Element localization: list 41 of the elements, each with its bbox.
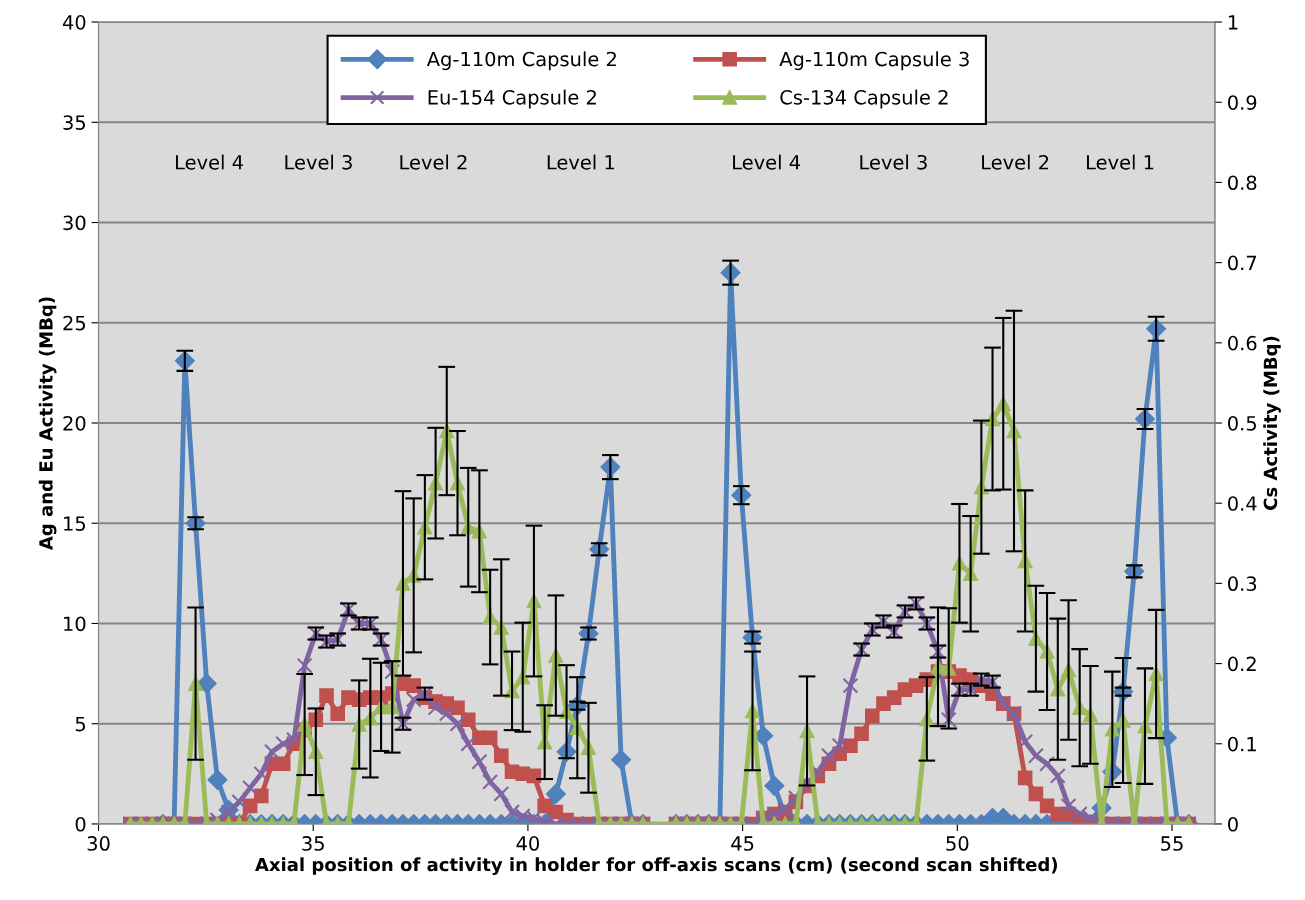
x-tick-label: 55	[1161, 836, 1183, 851]
y2-tick-label: 1	[1228, 15, 1238, 30]
y-axis-title: Ag and Eu Activity (MBq)	[38, 297, 57, 551]
annotation: Level 3	[860, 154, 927, 170]
y2-axis-title: Cs Activity (MBq)	[1263, 336, 1281, 510]
legend-label: Eu-154 Capsule 2	[428, 89, 596, 109]
legend-label: Ag-110m Capsule 2	[426, 51, 616, 71]
y-tick-label: 25	[63, 315, 86, 331]
annotation: Level 4	[176, 154, 243, 170]
y2-tick-label: 0.9	[1228, 95, 1257, 110]
y2-tick-label: 0.8	[1228, 175, 1257, 191]
y-tick-label: 10	[64, 616, 86, 632]
x-tick-label: 30	[87, 836, 110, 851]
x-tick-label: 45	[731, 836, 754, 851]
y-tick-label: 5	[75, 716, 86, 732]
y2-tick-label: 0.4	[1228, 496, 1257, 511]
annotation: Level 2	[982, 154, 1049, 170]
x-axis-title: Axial position of activity in holder for off-axis scans (cm) (second scan shifted)	[255, 857, 1058, 875]
y-tick-label: 15	[64, 516, 86, 531]
annotation: Level 2	[400, 154, 467, 170]
legend-label: Ag-110m Capsule 3	[779, 51, 969, 71]
y2-tick-label: 0	[1228, 816, 1238, 832]
legend-label: Cs-134 Capsule 2	[780, 89, 948, 109]
x-tick-label: 50	[946, 836, 969, 851]
y-tick-label: 30	[63, 215, 86, 231]
y-tick-label: 20	[63, 415, 86, 431]
y2-tick-label: 0.6	[1228, 335, 1257, 351]
annotation: Level 1	[547, 154, 614, 170]
y2-tick-label: 0.3	[1228, 576, 1257, 592]
annotation: Level 4	[733, 154, 800, 170]
y2-tick-label: 0.5	[1228, 415, 1256, 431]
annotation: Level 3	[285, 154, 352, 170]
x-tick-label: 35	[302, 836, 324, 851]
y-tick-label: 35	[63, 115, 86, 130]
y-tick-label: 0	[75, 816, 86, 832]
annotation: Level 1	[1087, 154, 1154, 170]
y2-tick-label: 0.1	[1228, 736, 1256, 752]
y-tick-label: 40	[62, 15, 86, 30]
y2-tick-label: 0.2	[1228, 656, 1256, 672]
x-tick-label: 40	[516, 836, 539, 851]
y2-tick-label: 0.7	[1228, 255, 1257, 271]
